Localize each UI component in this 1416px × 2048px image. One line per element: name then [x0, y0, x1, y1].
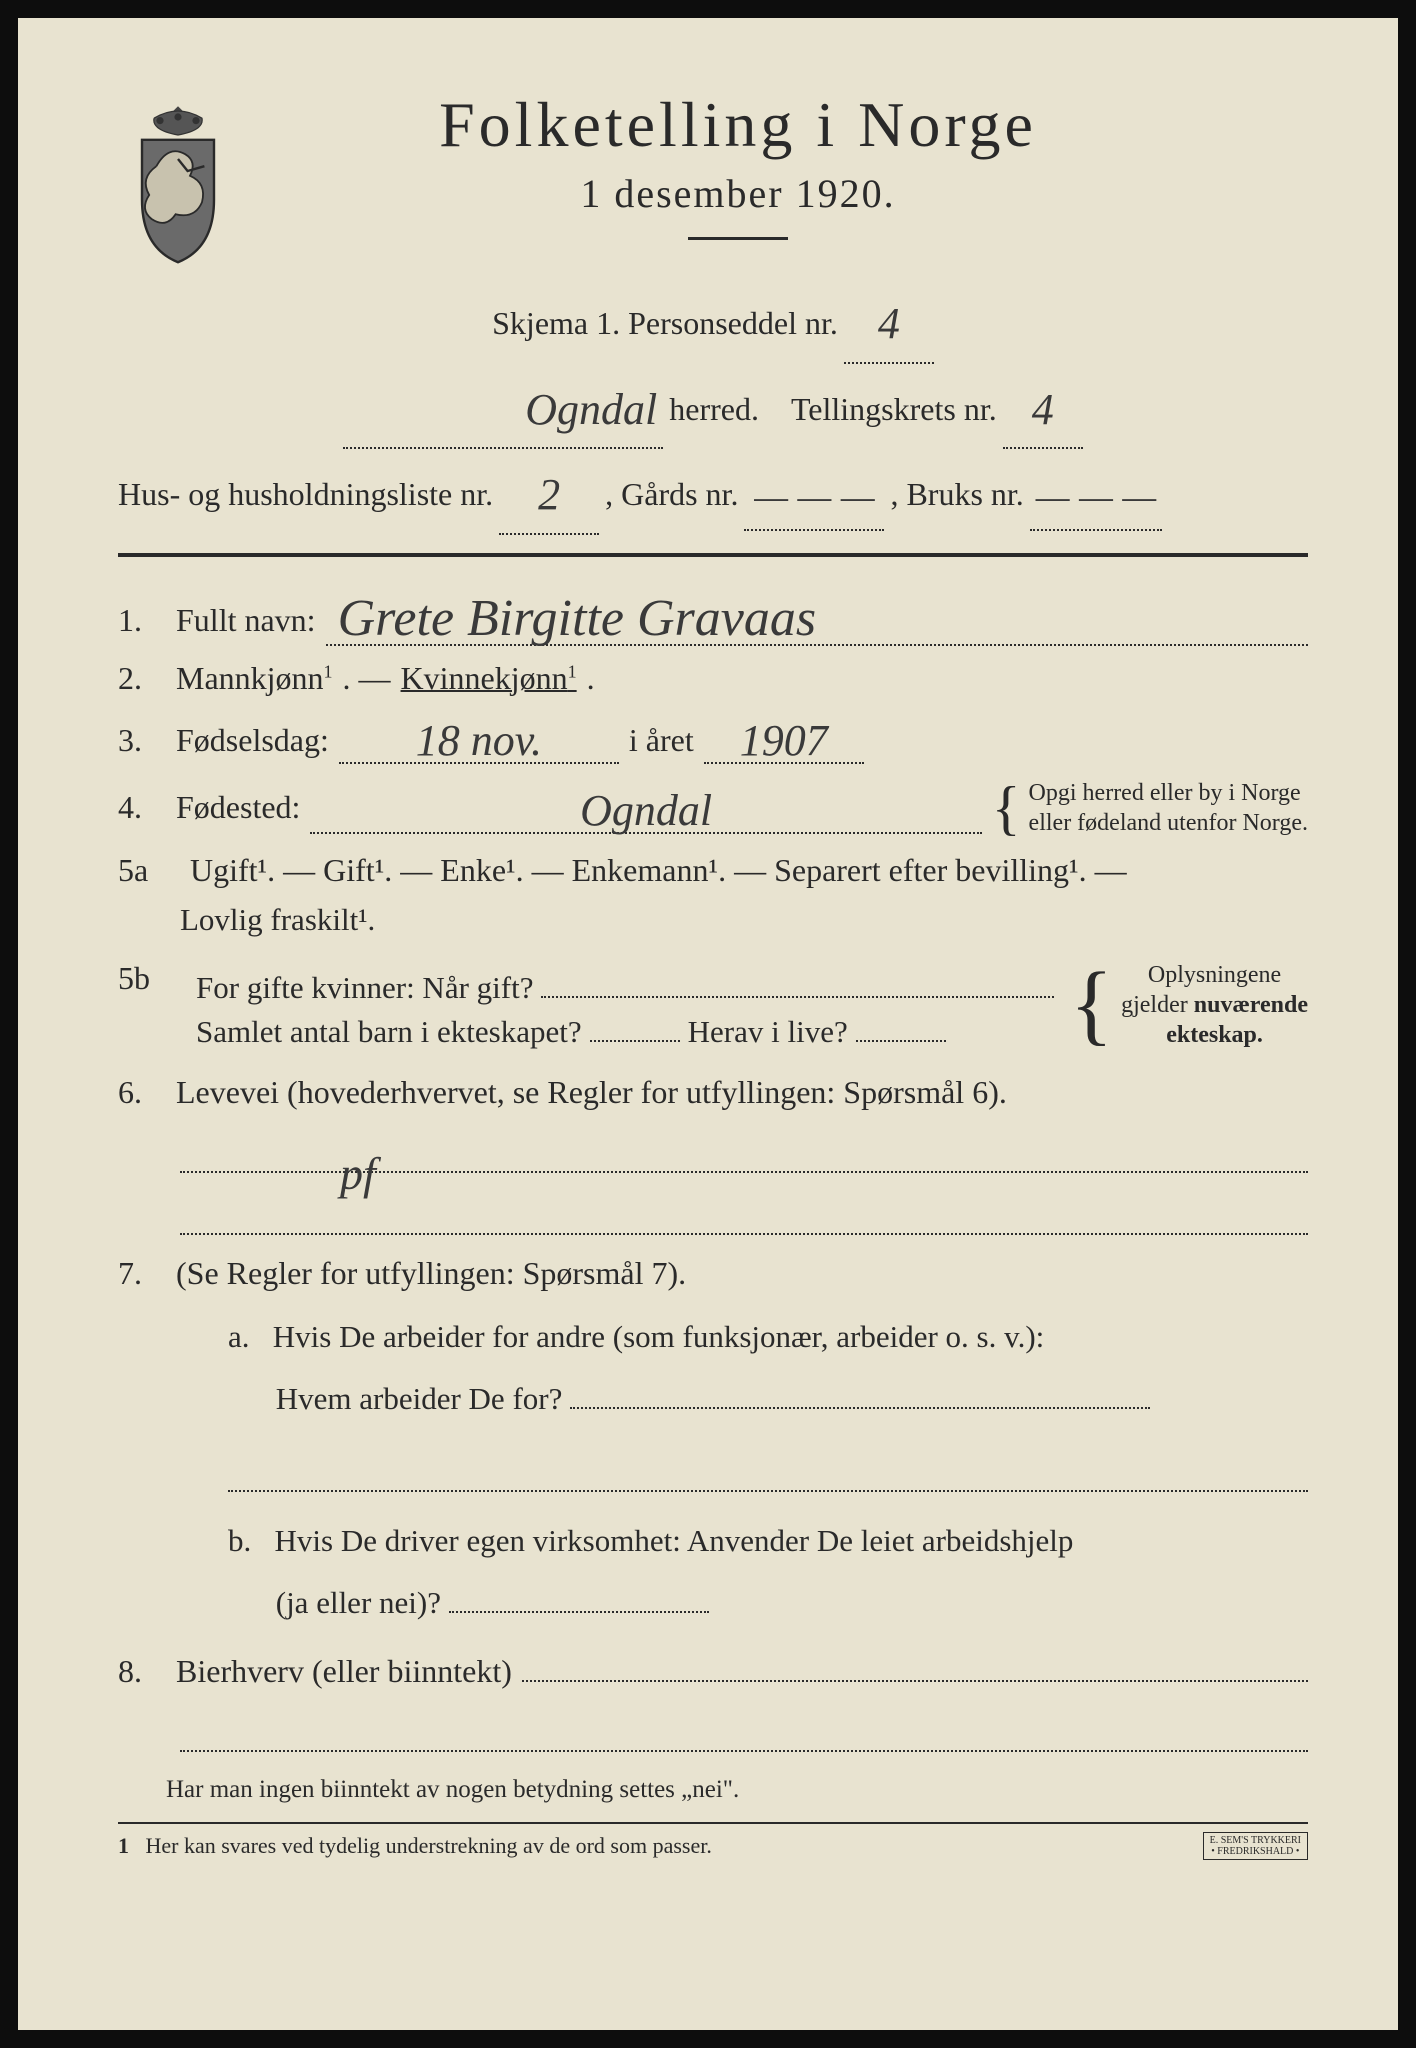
- q7-intro: (Se Regler for utfyllingen: Spørsmål 7).: [176, 1255, 686, 1292]
- q7a-fill2: [228, 1462, 1308, 1492]
- q5a-row2: Lovlig fraskilt¹.: [118, 891, 1308, 950]
- q3-row: 3. Fødselsdag: 18 nov. i året 1907: [118, 711, 1308, 764]
- q4-label: Fødested:: [176, 789, 300, 826]
- herred-label: herred.: [669, 379, 759, 440]
- q8-fill: [522, 1652, 1308, 1682]
- printer-l1: E. SEM'S TRYKKERI: [1210, 1835, 1301, 1846]
- q1-value: Grete Birgitte Gravaas: [338, 590, 817, 647]
- bruks-label: , Bruks nr.: [890, 464, 1023, 525]
- q7a-fill: [570, 1407, 1150, 1409]
- footnote-text: Her kan svares ved tydelig understreknin…: [146, 1833, 712, 1858]
- q7b-fill: [449, 1611, 709, 1613]
- section-divider: [118, 553, 1308, 557]
- q7a-2: Hvem arbeider De for?: [276, 1381, 563, 1416]
- q7-row: 7. (Se Regler for utfyllingen: Spørsmål …: [118, 1255, 1308, 1292]
- q7a-label: a.: [228, 1319, 250, 1354]
- q7b-label: b.: [228, 1523, 251, 1558]
- q6-fill-2: [180, 1205, 1308, 1235]
- q1-num: 1.: [118, 602, 166, 639]
- q8-label: Bierhverv (eller biinntekt): [176, 1653, 512, 1690]
- schema-line: Skjema 1. Personseddel nr. 4: [118, 278, 1308, 364]
- q3-num: 3.: [118, 722, 166, 759]
- q2-kvinne: Kvinnekjønn1: [401, 660, 577, 697]
- q1-label: Fullt navn:: [176, 602, 316, 639]
- q6-value: pf: [340, 1147, 376, 1175]
- footnote-bar: 1 Her kan svares ved tydelig understrekn…: [118, 1822, 1308, 1860]
- q5a-opts: Ugift¹. — Gift¹. — Enke¹. — Enkemann¹. —…: [190, 852, 1127, 889]
- q7b: b. Hvis De driver egen virksomhet: Anven…: [118, 1510, 1308, 1634]
- main-title: Folketelling i Norge: [268, 88, 1208, 162]
- q8-num: 8.: [118, 1653, 166, 1690]
- q5b-l2a: Samlet antal barn i ekteskapet?: [196, 1014, 582, 1050]
- q7b-2: (ja eller nei)?: [276, 1585, 441, 1620]
- q5b-row: 5b For gifte kvinner: Når gift? Samlet a…: [118, 960, 1308, 1058]
- krets-label: Tellingskrets nr.: [791, 379, 997, 440]
- q6-num: 6.: [118, 1074, 166, 1111]
- q6-fill-1: pf: [180, 1143, 1308, 1173]
- header: Folketelling i Norge 1 desember 1920.: [118, 88, 1308, 268]
- q1-row: 1. Fullt navn: Grete Birgitte Gravaas: [118, 585, 1308, 646]
- q4-note: { Opgi herred eller by i Norge eller fød…: [992, 778, 1308, 838]
- q5b-n1: Oplysningene: [1121, 960, 1308, 990]
- q4-num: 4.: [118, 789, 166, 826]
- q5a-row: 5a Ugift¹. — Gift¹. — Enke¹. — Enkemann¹…: [118, 852, 1308, 889]
- q8-row: 8. Bierhverv (eller biinntekt): [118, 1652, 1308, 1690]
- q5a-num: 5a: [118, 852, 180, 889]
- q5b-num: 5b: [118, 960, 180, 997]
- hus-nr: 2: [538, 470, 560, 519]
- census-form-page: Folketelling i Norge 1 desember 1920. Sk…: [0, 0, 1416, 2048]
- schema-label: Skjema 1. Personseddel nr.: [492, 293, 838, 354]
- q5b-alive-fill: [856, 1040, 946, 1042]
- q5a-opts2: Lovlig fraskilt¹.: [180, 902, 375, 937]
- divider: [688, 237, 788, 240]
- brace-icon: {: [992, 790, 1021, 826]
- q2-num: 2.: [118, 660, 166, 697]
- q3-mid: i året: [629, 722, 694, 759]
- q7a-1: Hvis De arbeider for andre (som funksjon…: [273, 1319, 1045, 1354]
- lists-line: Hus- og husholdningsliste nr. 2 , Gårds …: [118, 449, 1308, 535]
- brace-icon: {: [1070, 978, 1113, 1032]
- q4-note-2: eller fødeland utenfor Norge.: [1029, 808, 1308, 838]
- title-block: Folketelling i Norge 1 desember 1920.: [268, 88, 1308, 258]
- q5b-note: { Oplysningene gjelder nuværende ekteska…: [1070, 960, 1308, 1050]
- q5b-l1-fill: [541, 968, 1053, 998]
- coat-of-arms-icon: [118, 98, 238, 268]
- q2-dash: . —: [343, 660, 391, 697]
- personseddel-nr: 4: [878, 299, 900, 348]
- q8-fill2: [180, 1722, 1308, 1752]
- hus-label: Hus- og husholdningsliste nr.: [118, 464, 493, 525]
- q5b-children-fill: [590, 1040, 680, 1042]
- printer-mark: E. SEM'S TRYKKERI • FREDRIKSHALD •: [1203, 1832, 1308, 1860]
- bruks-nr: — — —: [1036, 476, 1156, 518]
- q2-row: 2. Mannkjønn1 . — Kvinnekjønn1.: [118, 660, 1308, 697]
- q7-num: 7.: [118, 1255, 166, 1292]
- q4-note-1: Opgi herred eller by i Norge: [1029, 778, 1308, 808]
- q3-label: Fødselsdag:: [176, 722, 329, 759]
- q5b-n2: gjelder nuværende: [1121, 990, 1308, 1020]
- q7a: a. Hvis De arbeider for andre (som funks…: [118, 1306, 1308, 1430]
- q5b-n3: ekteskap.: [1121, 1020, 1308, 1050]
- q3-year: 1907: [740, 716, 828, 765]
- gards-nr: — — —: [754, 476, 874, 518]
- gards-label: , Gårds nr.: [605, 464, 738, 525]
- printer-l2: • FREDRIKSHALD •: [1210, 1846, 1301, 1857]
- q5b-l1a: For gifte kvinner: Når gift?: [196, 970, 533, 1006]
- q2-mann: Mannkjønn1: [176, 660, 333, 697]
- footer-note: Har man ingen biinntekt av nogen betydni…: [118, 1776, 1308, 1804]
- herred-line: Ogndal herred. Tellingskrets nr. 4: [118, 364, 1308, 450]
- q4-value: Ogndal: [580, 786, 712, 835]
- q6-text: Levevei (hovederhvervet, se Regler for u…: [176, 1074, 1007, 1111]
- subtitle: 1 desember 1920.: [268, 170, 1208, 217]
- herred-value: Ogndal: [525, 385, 657, 434]
- q7b-1: Hvis De driver egen virksomhet: Anvender…: [275, 1523, 1074, 1558]
- q3-day: 18 nov.: [416, 716, 542, 765]
- krets-nr: 4: [1032, 385, 1054, 434]
- q4-row: 4. Fødested: Ogndal { Opgi herred eller …: [118, 778, 1308, 838]
- q5b-l2b: Herav i live?: [688, 1014, 848, 1050]
- footnote: 1 Her kan svares ved tydelig understrekn…: [118, 1833, 712, 1859]
- q6-row: 6. Levevei (hovederhvervet, se Regler fo…: [118, 1074, 1308, 1111]
